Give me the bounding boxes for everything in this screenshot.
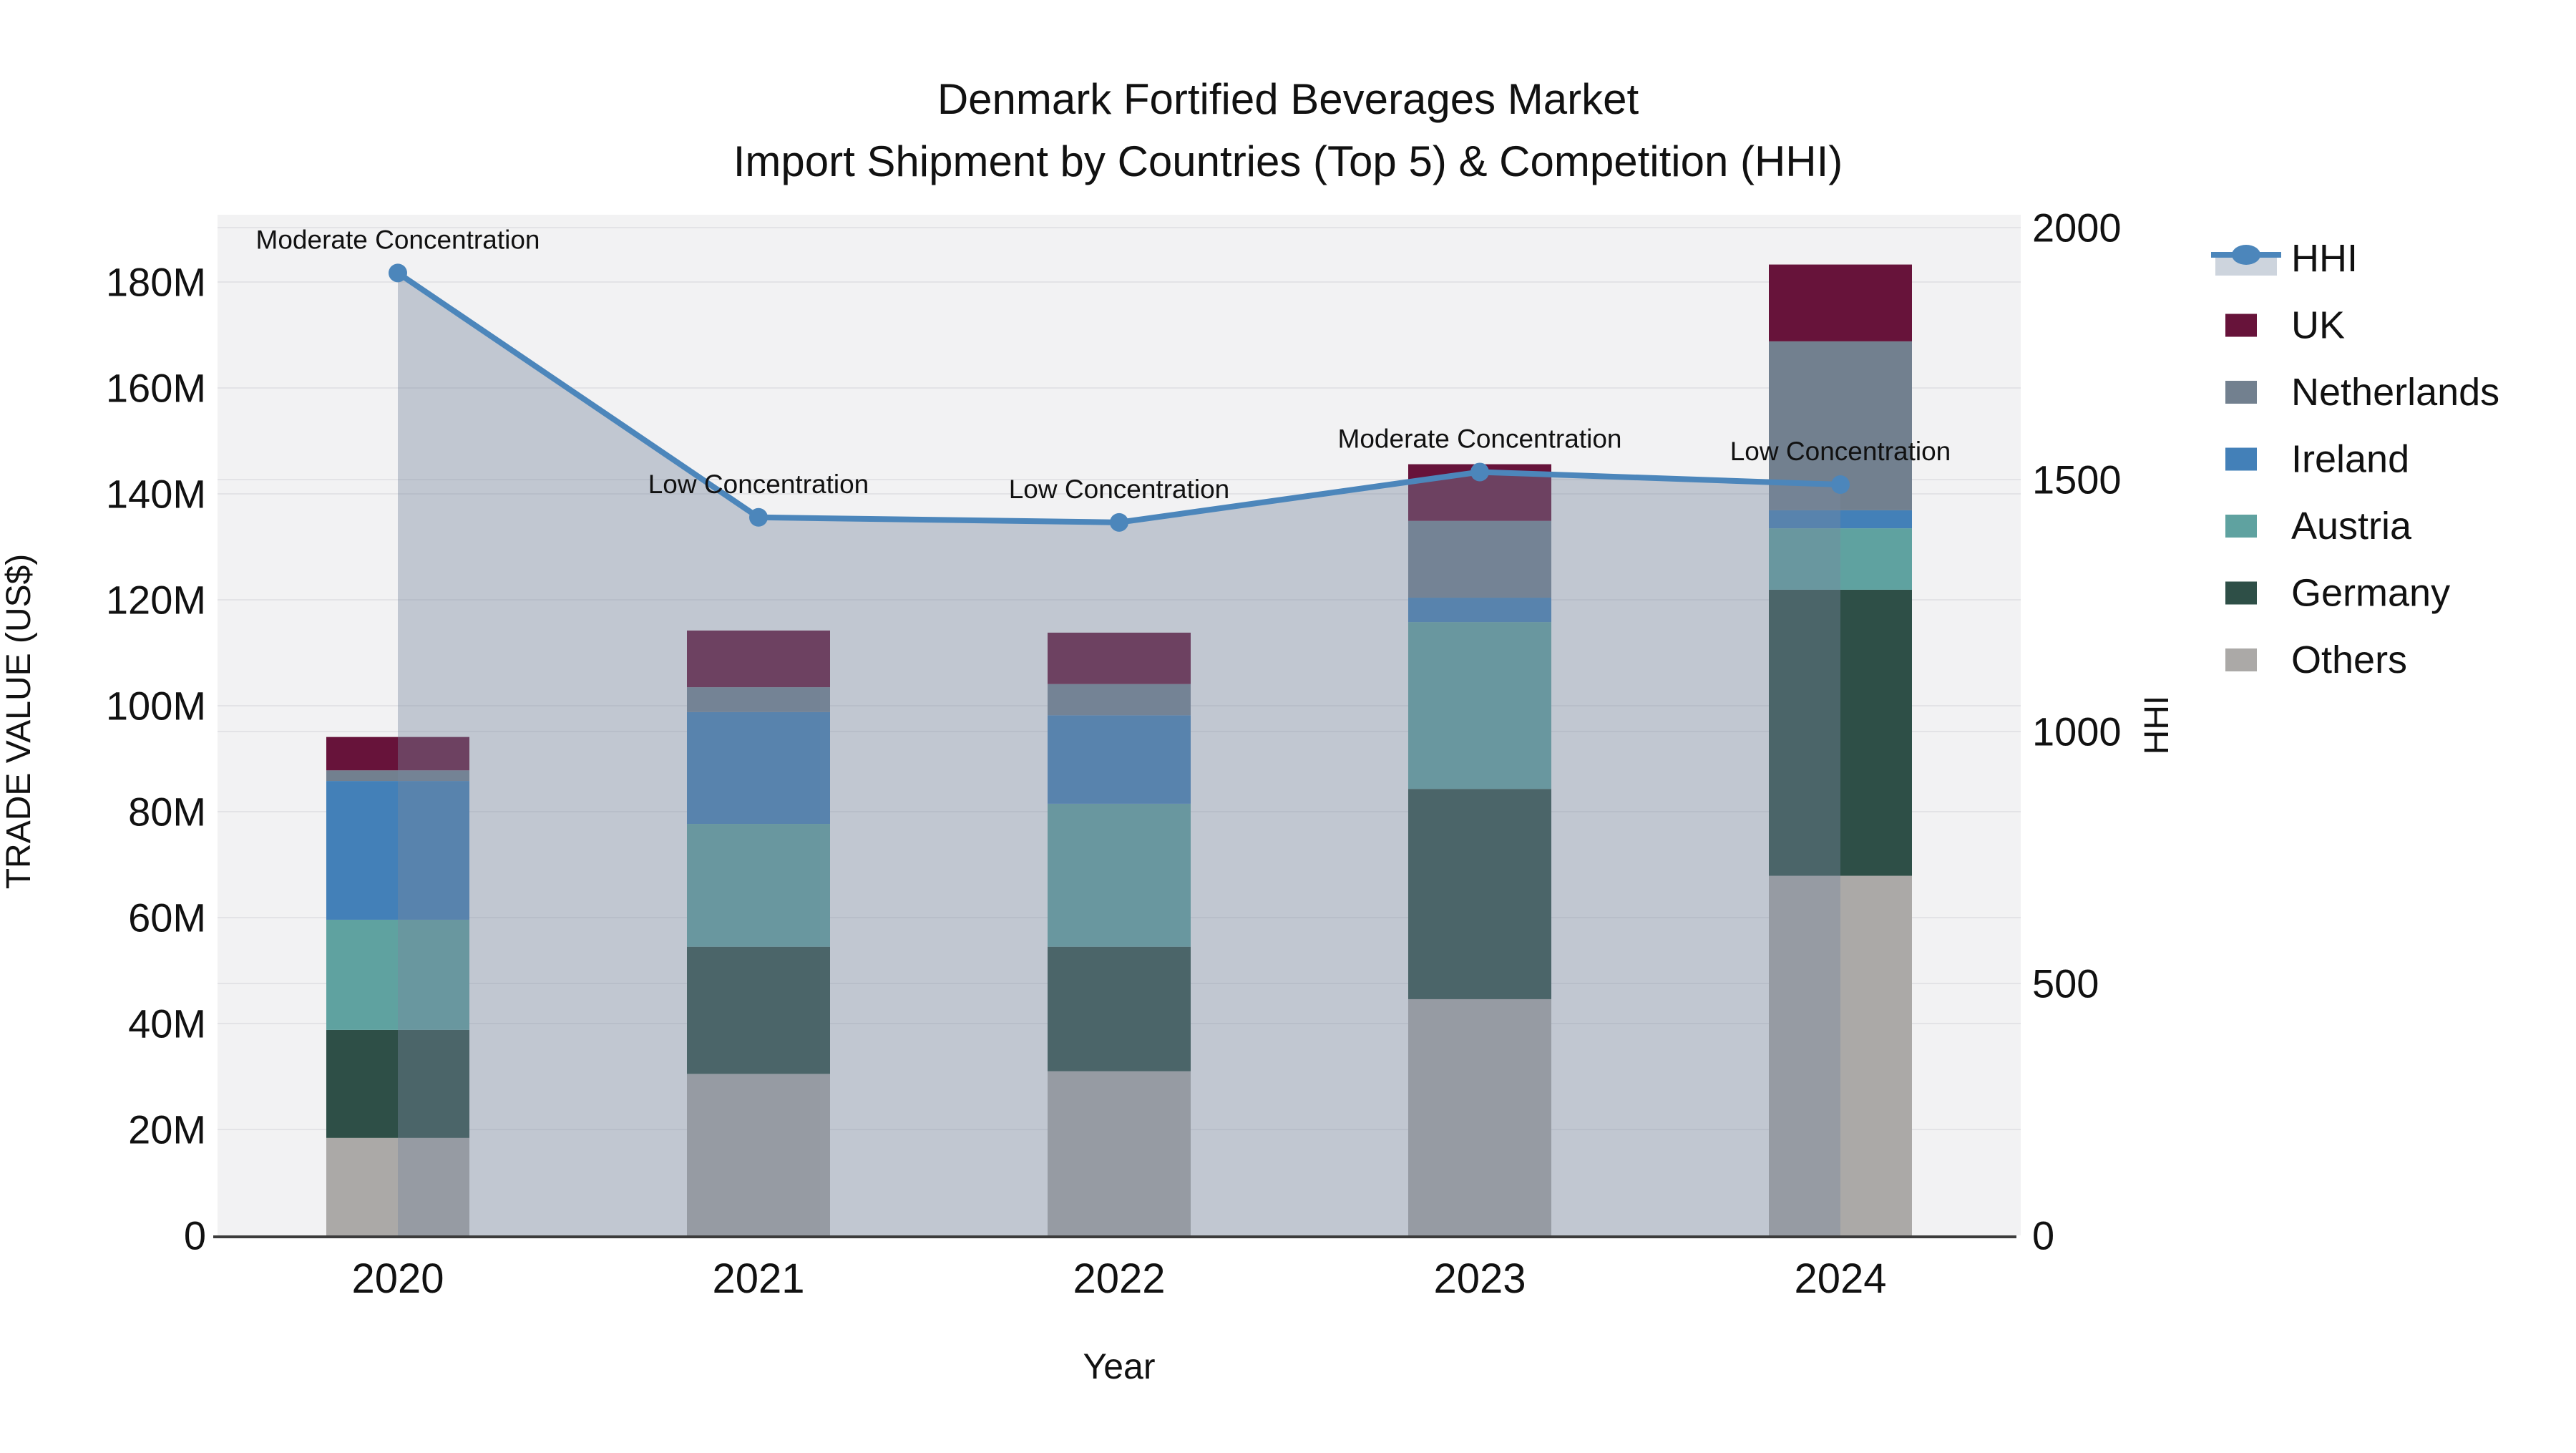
legend-hhi-marker-icon bbox=[2232, 245, 2260, 265]
bar-segment-2022-austria bbox=[1048, 803, 1191, 947]
y-right-tick-500: 500 bbox=[2032, 961, 2099, 1006]
bar-segment-2022-uk bbox=[1048, 632, 1191, 684]
legend-swatch-ireland bbox=[2225, 447, 2257, 471]
y-right-tick-0: 0 bbox=[2032, 1213, 2054, 1258]
bar-segment-2023-austria bbox=[1408, 622, 1551, 789]
bar-segment-2021-ireland bbox=[687, 711, 830, 825]
legend-label-netherlands: Netherlands bbox=[2291, 371, 2499, 414]
hhi-marker-2020 bbox=[389, 263, 407, 283]
y-left-tick-80M: 80M bbox=[128, 789, 206, 835]
bar-segment-2021-uk bbox=[687, 630, 830, 688]
y-left-tick-40M: 40M bbox=[128, 1001, 206, 1046]
y-left-tick-100M: 100M bbox=[106, 684, 206, 729]
x-tick-2020: 2020 bbox=[351, 1255, 444, 1302]
y-right-tick-2000: 2000 bbox=[2032, 205, 2122, 251]
x-tick-2024: 2024 bbox=[1794, 1255, 1886, 1302]
legend-label-others: Others bbox=[2291, 638, 2407, 681]
bar-segment-2022-ireland bbox=[1048, 715, 1191, 804]
y-left-tick-60M: 60M bbox=[128, 895, 206, 941]
legend-label-uk: UK bbox=[2291, 304, 2345, 347]
hhi-marker-2024 bbox=[1831, 475, 1850, 495]
bar-segment-2023-ireland bbox=[1408, 598, 1551, 623]
legend-swatch-germany bbox=[2225, 581, 2257, 605]
y-right-tick-1000: 1000 bbox=[2032, 709, 2122, 754]
bar-segment-2022-netherlands bbox=[1048, 684, 1191, 716]
annotation-2023: Moderate Concentration bbox=[1338, 424, 1622, 453]
legend-swatch-netherlands bbox=[2225, 381, 2257, 404]
y-left-tick-160M: 160M bbox=[106, 366, 206, 411]
chart-title-line1: Denmark Fortified Beverages Market bbox=[937, 75, 1639, 123]
bar-segment-2023-others bbox=[1408, 998, 1551, 1235]
bar-segment-2020-netherlands bbox=[326, 770, 469, 782]
legend-label-germany: Germany bbox=[2291, 572, 2450, 615]
annotation-2024: Low Concentration bbox=[1730, 437, 1951, 466]
hhi-marker-2023 bbox=[1470, 462, 1489, 482]
bar-segment-2023-germany bbox=[1408, 789, 1551, 999]
hhi-area-fill bbox=[398, 273, 1840, 1235]
annotation-2022: Low Concentration bbox=[1009, 475, 1230, 504]
bar-segment-2021-austria bbox=[687, 824, 830, 947]
bar-segment-2024-germany bbox=[1769, 589, 1912, 876]
bar-segment-2023-netherlands bbox=[1408, 520, 1551, 598]
y-left-tick-20M: 20M bbox=[128, 1107, 206, 1152]
x-tick-2022: 2022 bbox=[1073, 1255, 1165, 1302]
y-left-tick-180M: 180M bbox=[106, 260, 206, 305]
legend-label-hhi: HHI bbox=[2291, 237, 2358, 280]
bar-segment-2024-uk bbox=[1769, 264, 1912, 341]
legend-swatch-austria bbox=[2225, 515, 2257, 538]
y-left-tick-120M: 120M bbox=[106, 578, 206, 623]
annotation-2021: Low Concentration bbox=[648, 470, 869, 499]
x-axis-title: Year bbox=[1083, 1346, 1155, 1386]
bar-segment-2020-ireland bbox=[326, 781, 469, 920]
x-tick-2021: 2021 bbox=[712, 1255, 804, 1302]
bar-segment-2024-austria bbox=[1769, 528, 1912, 590]
y-right-tick-1500: 1500 bbox=[2032, 457, 2122, 502]
bar-segment-2021-germany bbox=[687, 946, 830, 1074]
bar-segment-2020-uk bbox=[326, 737, 469, 771]
bar-segment-2024-ireland bbox=[1769, 510, 1912, 529]
bar-segment-2021-others bbox=[687, 1074, 830, 1235]
y-left-tick-140M: 140M bbox=[106, 472, 206, 517]
hhi-marker-2021 bbox=[749, 507, 768, 527]
bar-segment-2022-germany bbox=[1048, 946, 1191, 1071]
legend-label-austria: Austria bbox=[2291, 505, 2412, 548]
hhi-marker-2022 bbox=[1110, 512, 1128, 532]
y-right-axis-title: HHI bbox=[2138, 696, 2176, 755]
bar-segment-2020-austria bbox=[326, 919, 469, 1030]
annotation-2020: Moderate Concentration bbox=[256, 225, 540, 254]
bar-segment-2020-others bbox=[326, 1137, 469, 1235]
legend-label-ireland: Ireland bbox=[2291, 438, 2409, 481]
bar-segment-2021-netherlands bbox=[687, 687, 830, 712]
y-left-tick-0: 0 bbox=[184, 1213, 206, 1258]
bar-segment-2020-germany bbox=[326, 1029, 469, 1138]
y-left-axis-title: TRADE VALUE (US$) bbox=[0, 554, 38, 890]
x-tick-2023: 2023 bbox=[1433, 1255, 1526, 1302]
bar-segment-2022-others bbox=[1048, 1071, 1191, 1235]
chart-title-line2: Import Shipment by Countries (Top 5) & C… bbox=[733, 137, 1843, 185]
legend-swatch-others bbox=[2225, 648, 2257, 671]
legend-swatch-uk bbox=[2225, 314, 2257, 337]
bar-segment-2024-others bbox=[1769, 875, 1912, 1235]
chart-title: Denmark Fortified Beverages Market Impor… bbox=[0, 68, 2576, 193]
